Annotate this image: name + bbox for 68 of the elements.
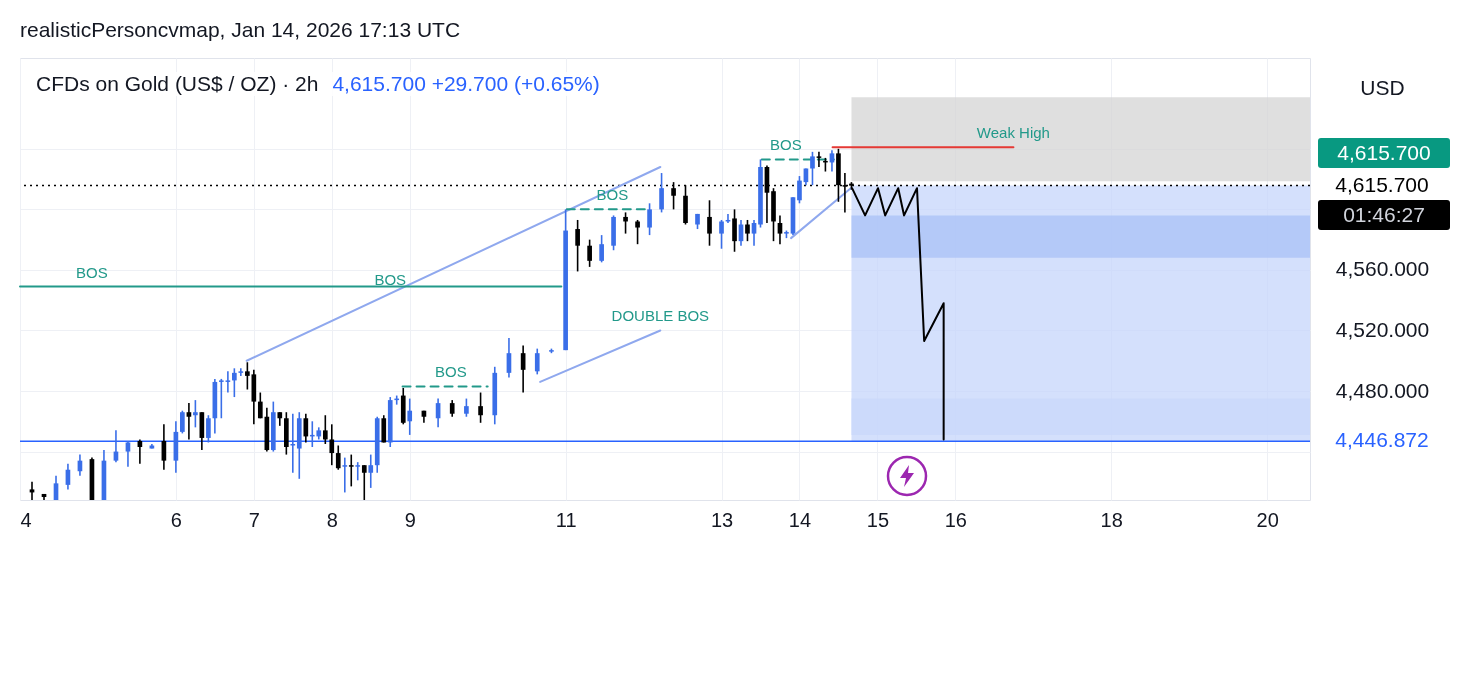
y-tick-label: 4,520.000: [1335, 317, 1430, 341]
candlestick: [732, 208, 737, 253]
candlestick: [587, 238, 592, 268]
candlestick: [290, 412, 296, 474]
ref-line-label: 4,446.872: [1335, 428, 1429, 452]
x-tick-label: 7: [248, 508, 260, 531]
x-tick-label: 15: [866, 508, 890, 531]
x-tick-label: 11: [555, 508, 577, 531]
candlestick: [303, 412, 309, 444]
candlestick: [232, 367, 237, 398]
candlestick: [322, 414, 328, 445]
candlestick: [219, 378, 224, 420]
candlestick: [206, 414, 211, 444]
annotation: BOS: [434, 363, 467, 381]
x-tick-label: 4: [20, 508, 32, 531]
x-tick-label: 18: [1100, 508, 1123, 531]
text: 4,615.700: [1318, 138, 1450, 168]
candlestick: [575, 219, 580, 273]
candlestick: [810, 151, 815, 186]
candlestick: [816, 151, 822, 168]
candlestick: [329, 423, 335, 466]
y-tick-label: 4,480.000: [1335, 378, 1430, 402]
annotation: BOS: [769, 136, 802, 154]
candlestick: [125, 440, 131, 468]
annotation: BOS: [374, 271, 407, 289]
x-tick-label: 16: [944, 508, 967, 531]
x-tick-label: 13: [710, 508, 734, 531]
x-tick-label: 6: [170, 508, 182, 531]
y-axis-title: USD: [1360, 75, 1405, 99]
candlestick: [659, 172, 664, 214]
candlestick: [361, 464, 367, 501]
candlestick: [342, 456, 348, 494]
candlestick: [623, 211, 628, 235]
text: realisticPersoncvmap, Jan 14, 2026 17:13 UTC: [20, 18, 461, 42]
candlestick: [355, 461, 361, 482]
candlestick: [238, 367, 244, 377]
candlestick: [193, 399, 198, 429]
candlestick: [745, 219, 750, 242]
candlestick: [635, 219, 640, 245]
candlestick: [719, 219, 724, 250]
candlestick: [534, 347, 540, 376]
candlestick: [180, 409, 185, 435]
annotation: BOS: [596, 186, 629, 204]
candlestick: [464, 397, 469, 418]
x-tick-label: 20: [1256, 508, 1279, 531]
candlestick: [707, 199, 712, 247]
y-tick-label: 4,560.000: [1335, 257, 1430, 281]
annotation: Weak High: [976, 124, 1050, 142]
candlestick: [797, 175, 802, 205]
candlestick: [368, 453, 374, 489]
candlestick: [335, 444, 341, 471]
ref-line-label: 4,615.700: [1335, 172, 1429, 196]
candlestick: [257, 391, 263, 420]
candlestick: [647, 202, 652, 236]
text: 01:46:27: [1318, 200, 1450, 230]
x-tick-label: 8: [326, 508, 338, 531]
candlestick: [407, 397, 413, 436]
candlestick: [599, 234, 604, 264]
candlestick: [225, 370, 231, 394]
candlestick: [186, 402, 192, 441]
annotation: BOS: [76, 263, 108, 281]
x-tick-label: 14: [788, 508, 812, 531]
candlestick: [478, 391, 483, 424]
candlestick: [348, 453, 354, 488]
x-tick-label: 9: [404, 508, 416, 531]
annotation: DOUBLE BOS: [611, 307, 710, 325]
text: 4,615.700 +29.700 (+0.65%): [332, 72, 600, 95]
text: CFDs on Gold (US$ / OZ) · 2h: [36, 72, 319, 95]
